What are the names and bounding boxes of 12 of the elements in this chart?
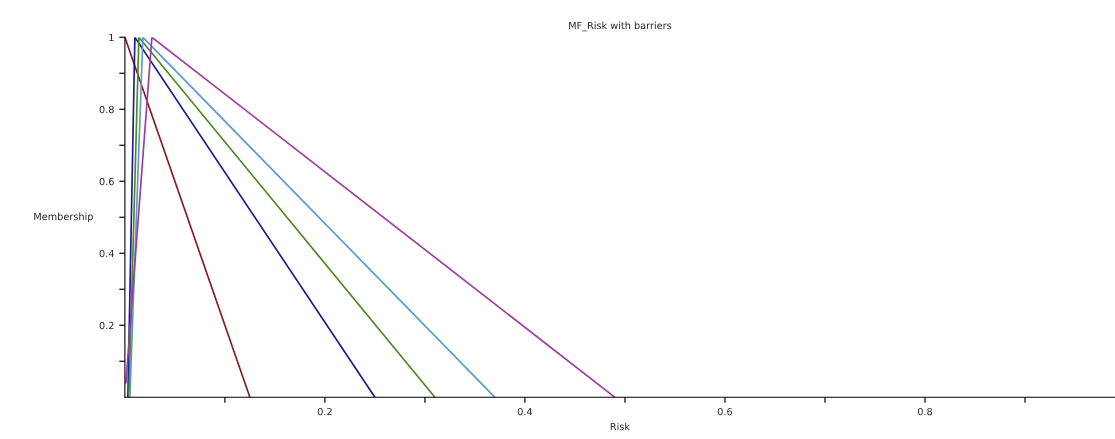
- x-axis-title: Risk: [610, 422, 630, 431]
- y-tick-label: 0.8: [99, 105, 114, 114]
- x-tick-label: 0.2: [317, 407, 332, 416]
- y-tick-label: 0.4: [99, 249, 114, 258]
- chart-title: MF_Risk with barriers: [569, 21, 672, 32]
- x-tick-label: 0.8: [917, 407, 933, 416]
- y-tick-label: 0.6: [99, 177, 114, 186]
- x-tick-label: 0.6: [717, 407, 733, 416]
- x-tick-label: 0.4: [517, 407, 533, 416]
- y-tick-label: 1: [109, 33, 114, 42]
- y-tick-label: 0.2: [99, 321, 114, 330]
- y-axis-title: Membership: [34, 212, 93, 223]
